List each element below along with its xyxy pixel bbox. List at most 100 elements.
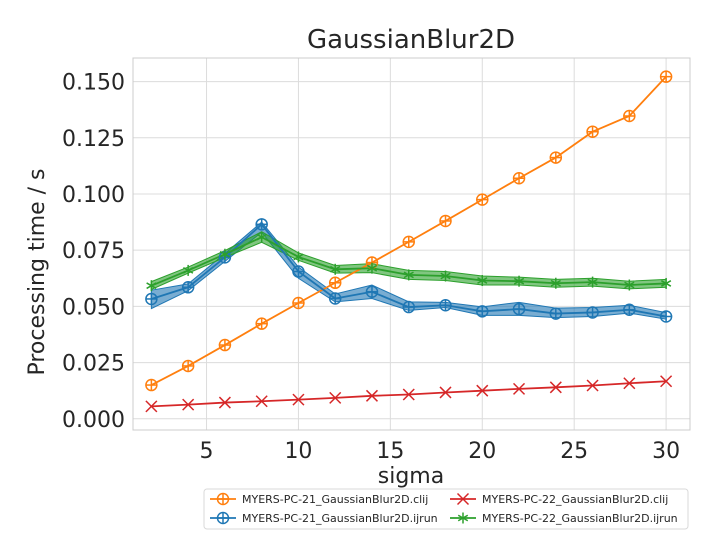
series-myers-pc-21-gaussianblur2d-clij-point — [549, 151, 563, 164]
series-myers-pc-22-gaussianblur2d-clij-point-d2 — [439, 386, 452, 399]
series-myers-pc-22-gaussianblur2d-ijrun-point — [477, 275, 488, 287]
series-myers-pc-22-gaussianblur2d-clij-point — [623, 377, 636, 390]
legend-entry-myers-pc-21-gaussianblur2d-ijrun-label: MYERS-PC-21_GaussianBlur2D.ijrun — [242, 512, 438, 525]
series-myers-pc-21-gaussianblur2d-clij-point — [659, 70, 673, 83]
x-tick-label: 5 — [200, 439, 214, 464]
series-myers-pc-21-gaussianblur2d-clij-point — [439, 214, 452, 228]
series-myers-pc-22-gaussianblur2d-clij-point-d2 — [255, 395, 268, 408]
series-markers — [145, 70, 673, 413]
series-myers-pc-22-gaussianblur2d-clij-point-d2 — [513, 382, 526, 395]
grid — [133, 58, 690, 430]
x-axis-label: sigma — [378, 464, 444, 489]
y-tick-label: 0.100 — [62, 183, 125, 208]
series-myers-pc-22-gaussianblur2d-ijrun-point-s2 — [660, 280, 672, 287]
series-myers-pc-22-gaussianblur2d-ijrun-point — [293, 251, 304, 263]
series-myers-pc-21-gaussianblur2d-clij-point — [218, 338, 232, 352]
series-myers-pc-22-gaussianblur2d-ijrun-point-s2 — [330, 265, 341, 273]
series-myers-pc-21-gaussianblur2d-ijrun-point — [292, 265, 305, 278]
y-tick-labels: 0.000 0.025 0.050 0.075 0.100 0.125 0.150 — [62, 71, 125, 433]
y-tick-label: 0.150 — [62, 71, 125, 96]
series-myers-pc-22-gaussianblur2d-clij-point-d2 — [218, 396, 231, 409]
series-myers-pc-21-gaussianblur2d-ijrun-point — [328, 292, 342, 305]
legend-entry-myers-pc-22-gaussianblur2d-ijrun-marker — [457, 512, 469, 524]
series-myers-pc-21-gaussianblur2d-clij-point — [512, 172, 526, 185]
series-myers-pc-22-gaussianblur2d-ijrun-point — [403, 269, 414, 281]
series-myers-pc-22-gaussianblur2d-clij-point-d2 — [586, 379, 599, 392]
series-myers-pc-22-gaussianblur2d-ijrun-point-s2 — [477, 277, 488, 284]
series-myers-pc-22-gaussianblur2d-clij-point — [513, 382, 526, 395]
legend-entry-myers-pc-22-gaussianblur2d-clij-marker — [456, 492, 470, 506]
series-myers-pc-22-gaussianblur2d-clij-point — [586, 379, 599, 392]
series-myers-pc-22-gaussianblur2d-ijrun-point-s2 — [440, 272, 451, 280]
series-myers-pc-22-gaussianblur2d-ijrun-point — [513, 275, 525, 287]
x-tick-label: 15 — [376, 439, 404, 464]
y-tick-label: 0.000 — [62, 408, 125, 433]
series-myers-pc-22-gaussianblur2d-clij-point — [292, 393, 305, 406]
legend-entry-myers-pc-22-gaussianblur2d-clij-label: MYERS-PC-22_GaussianBlur2D.clij — [482, 493, 668, 506]
series-myers-pc-22-gaussianblur2d-ijrun-point — [183, 264, 194, 276]
y-axis-label: Processing time / s — [25, 168, 50, 375]
series-myers-pc-22-gaussianblur2d-clij-point — [329, 391, 342, 404]
series-myers-pc-21-gaussianblur2d-ijrun-point — [512, 302, 526, 316]
series-myers-pc-22-gaussianblur2d-clij-point-d2 — [402, 388, 415, 401]
series-myers-pc-22-gaussianblur2d-clij-point — [402, 388, 415, 401]
series-myers-pc-22-gaussianblur2d-clij-point-d2 — [182, 398, 195, 411]
series-myers-pc-22-gaussianblur2d-clij-point — [549, 381, 562, 394]
x-tick-label: 20 — [468, 439, 496, 464]
legend-entry-myers-pc-22-gaussianblur2d-ijrun-marker-s2 — [457, 514, 469, 522]
series-myers-pc-22-gaussianblur2d-ijrun-point — [440, 270, 451, 282]
series-myers-pc-22-gaussianblur2d-clij-point-d2 — [292, 393, 305, 406]
series-myers-pc-22-gaussianblur2d-clij-point-d2 — [365, 389, 379, 402]
series-myers-pc-22-gaussianblur2d-ijrun-point-s2 — [256, 233, 267, 241]
series-myers-pc-22-gaussianblur2d-ijrun-point — [146, 280, 157, 292]
y-tick-label: 0.125 — [62, 127, 125, 152]
series-myers-pc-21-gaussianblur2d-ijrun-point — [476, 305, 489, 318]
series-myers-pc-21-gaussianblur2d-clij-point — [292, 296, 305, 310]
series-myers-pc-22-gaussianblur2d-clij-point-d2 — [549, 381, 562, 394]
series-myers-pc-22-gaussianblur2d-ijrun-point — [366, 262, 378, 274]
series-myers-pc-21-gaussianblur2d-ijrun-point — [181, 281, 195, 294]
series-myers-pc-22-gaussianblur2d-clij-point-d2 — [476, 384, 489, 397]
series-myers-pc-22-gaussianblur2d-clij-point — [145, 400, 158, 413]
series-myers-pc-21-gaussianblur2d-ijrun-point — [402, 300, 415, 314]
series-myers-pc-22-gaussianblur2d-ijrun-point-s2 — [624, 281, 635, 289]
series-myers-pc-22-gaussianblur2d-ijrun-point — [587, 276, 598, 288]
series-myers-pc-22-gaussianblur2d-clij-point — [255, 395, 268, 408]
legend-entry-myers-pc-21-gaussianblur2d-clij: MYERS-PC-21_GaussianBlur2D.clij — [210, 492, 428, 506]
legend-entry-myers-pc-22-gaussianblur2d-clij-marker-d2 — [456, 492, 470, 506]
series-myers-pc-21-gaussianblur2d-ijrun-point — [365, 285, 379, 299]
series-myers-pc-22-gaussianblur2d-ijrun-point-s2 — [219, 250, 231, 258]
series-myers-pc-22-gaussianblur2d-ijrun-point — [256, 231, 267, 243]
series-myers-pc-21-gaussianblur2d-clij-point — [328, 276, 342, 290]
series-myers-pc-22-gaussianblur2d-ijrun-point-s2 — [513, 277, 525, 285]
x-tick-label: 25 — [560, 439, 588, 464]
x-tick-labels: 5 10 15 20 25 30 — [200, 439, 681, 464]
series-myers-pc-22-gaussianblur2d-ijrun-point-s2 — [146, 282, 157, 290]
series-myers-pc-22-gaussianblur2d-ijrun-point-s2 — [403, 271, 414, 279]
series-myers-pc-21-gaussianblur2d-ijrun-point — [145, 292, 158, 306]
series-myers-pc-22-gaussianblur2d-clij-point-d2 — [623, 377, 636, 390]
series-myers-pc-22-gaussianblur2d-clij-point — [365, 389, 379, 402]
legend-entry-myers-pc-22-gaussianblur2d-ijrun-label: MYERS-PC-22_GaussianBlur2D.ijrun — [482, 512, 678, 525]
x-tick-label: 10 — [284, 439, 312, 464]
series-myers-pc-22-gaussianblur2d-ijrun-point — [219, 248, 231, 260]
series-myers-pc-22-gaussianblur2d-clij-point — [439, 386, 452, 399]
y-tick-label: 0.075 — [62, 239, 125, 264]
series-myers-pc-21-gaussianblur2d-clij-point — [623, 109, 636, 123]
plot-frame — [132, 57, 691, 431]
series-myers-pc-22-gaussianblur2d-ijrun-point-s2 — [183, 267, 194, 274]
series-myers-pc-21-gaussianblur2d-clij-point — [181, 359, 195, 373]
series-myers-pc-21-gaussianblur2d-clij-point — [255, 317, 268, 330]
x-tick-label: 30 — [652, 439, 680, 464]
legend-entry-myers-pc-21-gaussianblur2d-ijrun: MYERS-PC-21_GaussianBlur2D.ijrun — [210, 511, 438, 525]
series-myers-pc-21-gaussianblur2d-ijrun-point — [623, 303, 636, 316]
legend-entry-myers-pc-21-gaussianblur2d-clij-label: MYERS-PC-21_GaussianBlur2D.clij — [242, 493, 428, 506]
y-tick-label: 0.050 — [62, 295, 125, 320]
legend-frame — [203, 488, 689, 530]
series-myers-pc-21-gaussianblur2d-ijrun-point — [586, 306, 599, 319]
series-myers-pc-22-gaussianblur2d-clij-point — [476, 384, 489, 397]
legend-entry-myers-pc-21-gaussianblur2d-ijrun-marker — [216, 511, 230, 525]
series-myers-pc-21-gaussianblur2d-ijrun-point — [549, 307, 563, 320]
series-myers-pc-22-gaussianblur2d-clij-point — [218, 396, 231, 409]
